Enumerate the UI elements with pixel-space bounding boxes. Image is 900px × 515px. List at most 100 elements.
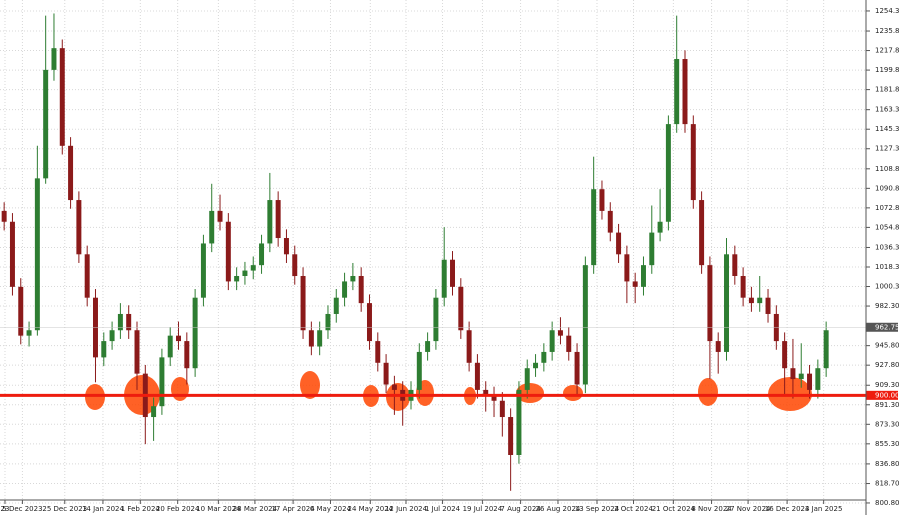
candle-body — [508, 417, 514, 456]
y-tick-label: 982.30 — [875, 302, 900, 310]
x-tick-label: 2 Oct 2024 — [614, 505, 653, 513]
candle-body — [607, 210, 613, 233]
y-tick-label: 1036.30 — [875, 243, 900, 251]
candle-body — [283, 238, 289, 255]
candle-body — [823, 330, 829, 369]
candle-body — [151, 406, 157, 418]
candle-body — [383, 362, 389, 385]
candle-body — [308, 330, 314, 347]
candle-body — [441, 259, 447, 298]
highlights — [85, 371, 812, 415]
candle-body — [433, 297, 439, 342]
y-tick-label: 1254.30 — [875, 7, 900, 15]
candle-body — [665, 124, 671, 222]
candle-body — [18, 286, 24, 336]
candle-body — [34, 178, 40, 331]
candle-body — [557, 330, 563, 336]
candle-body — [176, 335, 182, 342]
candle-body — [807, 373, 813, 390]
candle-body — [76, 200, 82, 255]
candle-body — [333, 297, 339, 314]
candle-body — [524, 368, 530, 390]
x-tick-label: 5 Dec 2023 — [2, 505, 42, 513]
candle-body — [59, 48, 65, 146]
candle-body — [690, 124, 696, 201]
x-tick-label: 24 May 2024 — [347, 505, 393, 513]
candle-body — [68, 145, 74, 201]
x-tick-label: 13 Sep 2024 — [575, 505, 620, 513]
y-tick-label: 836.80 — [875, 460, 900, 468]
candle-body — [674, 59, 680, 125]
x-tick-label: 28 Mar 2024 — [233, 505, 278, 513]
candle-body — [582, 265, 588, 385]
candle-body — [43, 69, 49, 179]
highlight — [300, 371, 320, 399]
level-label-box — [866, 390, 898, 400]
x-tick-label: 6 May 2024 — [310, 505, 352, 513]
candle-body — [167, 335, 173, 358]
y-tick-label: 1018.30 — [875, 263, 900, 271]
candle-body — [549, 330, 555, 352]
y-tick-label: 1163.30 — [875, 106, 900, 114]
candle-body — [450, 259, 456, 287]
candle-body — [541, 351, 547, 363]
candle-body — [117, 313, 123, 331]
x-tick-label: 17 Apr 2024 — [271, 505, 315, 513]
candle-body — [574, 351, 580, 385]
grid — [0, 0, 866, 504]
y-tick-label: 855.30 — [875, 440, 900, 448]
candle-body — [1, 210, 7, 222]
x-tick-label: 3 Jan 2025 — [805, 505, 843, 513]
candle-body — [425, 341, 431, 352]
candle-body — [9, 221, 15, 287]
y-tick-label: 1217.80 — [875, 47, 900, 55]
candle-body — [757, 297, 763, 304]
candle-body — [815, 368, 821, 390]
x-tick-label: 8 Nov 2024 — [691, 505, 732, 513]
candle-body — [715, 341, 721, 352]
candle-body — [707, 265, 713, 342]
y-tick-label: 927.80 — [875, 361, 900, 369]
candle-body — [225, 221, 231, 282]
candle-body — [748, 297, 754, 304]
candle-body — [134, 330, 140, 374]
candle-body — [649, 232, 655, 266]
candle-body — [782, 341, 788, 369]
candle-body — [740, 275, 746, 298]
candle-body — [591, 189, 597, 266]
y-tick-label: 1090.80 — [875, 184, 900, 192]
candle-body — [491, 395, 497, 401]
candle-body — [300, 275, 306, 331]
candle-body — [51, 48, 57, 70]
candle-body — [217, 210, 223, 222]
x-tick-label: 25 Dec 2023 — [42, 505, 87, 513]
y-tick-label: 1108.80 — [875, 165, 900, 173]
candle-body — [126, 313, 132, 331]
y-tick-label: 1145.30 — [875, 125, 900, 133]
y-tick-label: 1000.30 — [875, 283, 900, 291]
y-tick-label: 909.30 — [875, 381, 900, 389]
y-tick-label: 891.30 — [875, 401, 900, 409]
x-tick-label: 7 Aug 2024 — [500, 505, 541, 513]
current-price-label: 962.75 — [875, 323, 900, 331]
level-label: 900.00 — [875, 391, 900, 399]
y-tick-label: 873.30 — [875, 420, 900, 428]
candle-body — [317, 330, 323, 347]
candle-body — [350, 275, 356, 282]
highlight — [171, 377, 189, 401]
candle-body — [391, 384, 397, 390]
x-tick-label: 10 Mar 2024 — [196, 505, 241, 513]
current-price-box — [866, 322, 898, 332]
candle-body — [616, 232, 622, 255]
candle-body — [366, 303, 372, 342]
x-tick-label: 16 Dec 2024 — [765, 505, 810, 513]
candle-body — [624, 254, 630, 282]
x-tick-label: 20 Feb 2024 — [156, 505, 200, 513]
overlay: 900.00 962.75 — [0, 322, 900, 400]
y-tick-label: 945.80 — [875, 342, 900, 350]
candle-body — [209, 210, 215, 244]
candle-body — [466, 330, 472, 363]
x-tick-label: 27 Nov 2024 — [726, 505, 771, 513]
highlight — [516, 383, 544, 403]
